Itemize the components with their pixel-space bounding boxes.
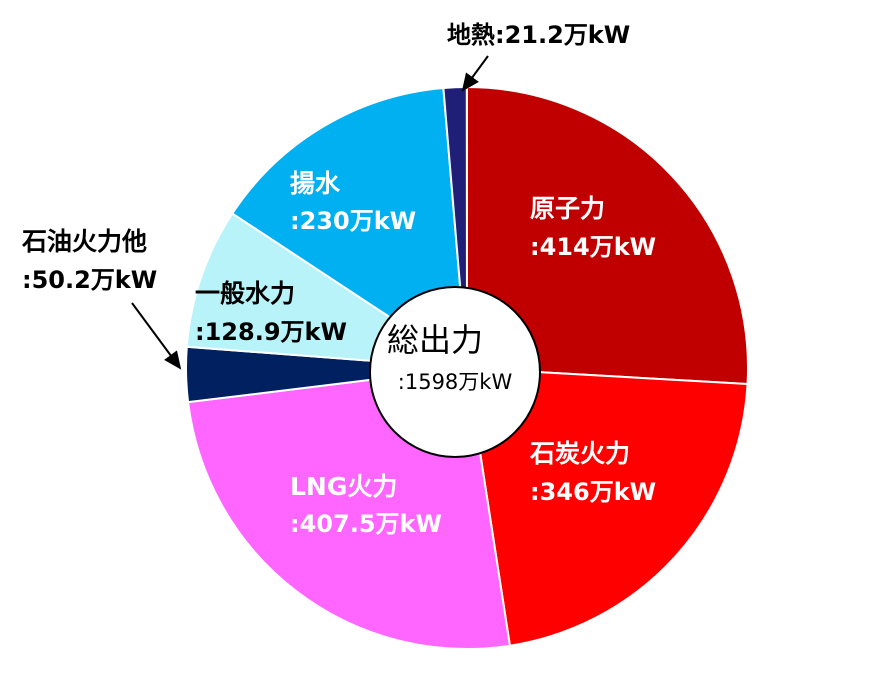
category-label: 一般水力: [195, 279, 295, 308]
category-label: 揚水: [290, 169, 341, 198]
leader-line: [461, 55, 489, 92]
center-title: 総出力: [387, 321, 483, 359]
labels: 原子力 :414万kW 石炭火力 :346万kW LNG火力 :407.5万kW 石油火力他…: [21, 21, 656, 538]
category-label: 地熱: [447, 21, 495, 49]
value-label: :414万kW: [530, 233, 656, 261]
pie-slice: [465, 366, 749, 647]
center-total: :1598万kW: [398, 370, 513, 394]
pie-slice: [230, 86, 469, 370]
value-label: :407.5万kW: [290, 510, 442, 538]
center-circle: [369, 286, 541, 458]
pie-slice: [466, 85, 749, 386]
value-label: :230万kW: [290, 207, 416, 235]
category-label: 石炭火力: [529, 439, 630, 468]
leader-line: [131, 302, 182, 370]
value-label: :128.9万kW: [195, 318, 347, 346]
value-label: :346万kW: [530, 478, 656, 506]
category-label: LNG火力: [290, 472, 397, 501]
slice-label: 地熱:21.2万kW: [447, 21, 630, 49]
value-label: :50.2万kW: [22, 266, 157, 294]
category-label: 石油火力他: [21, 227, 147, 256]
category-label: 原子力: [530, 194, 605, 223]
value-label: :21.2万kW: [495, 21, 630, 49]
